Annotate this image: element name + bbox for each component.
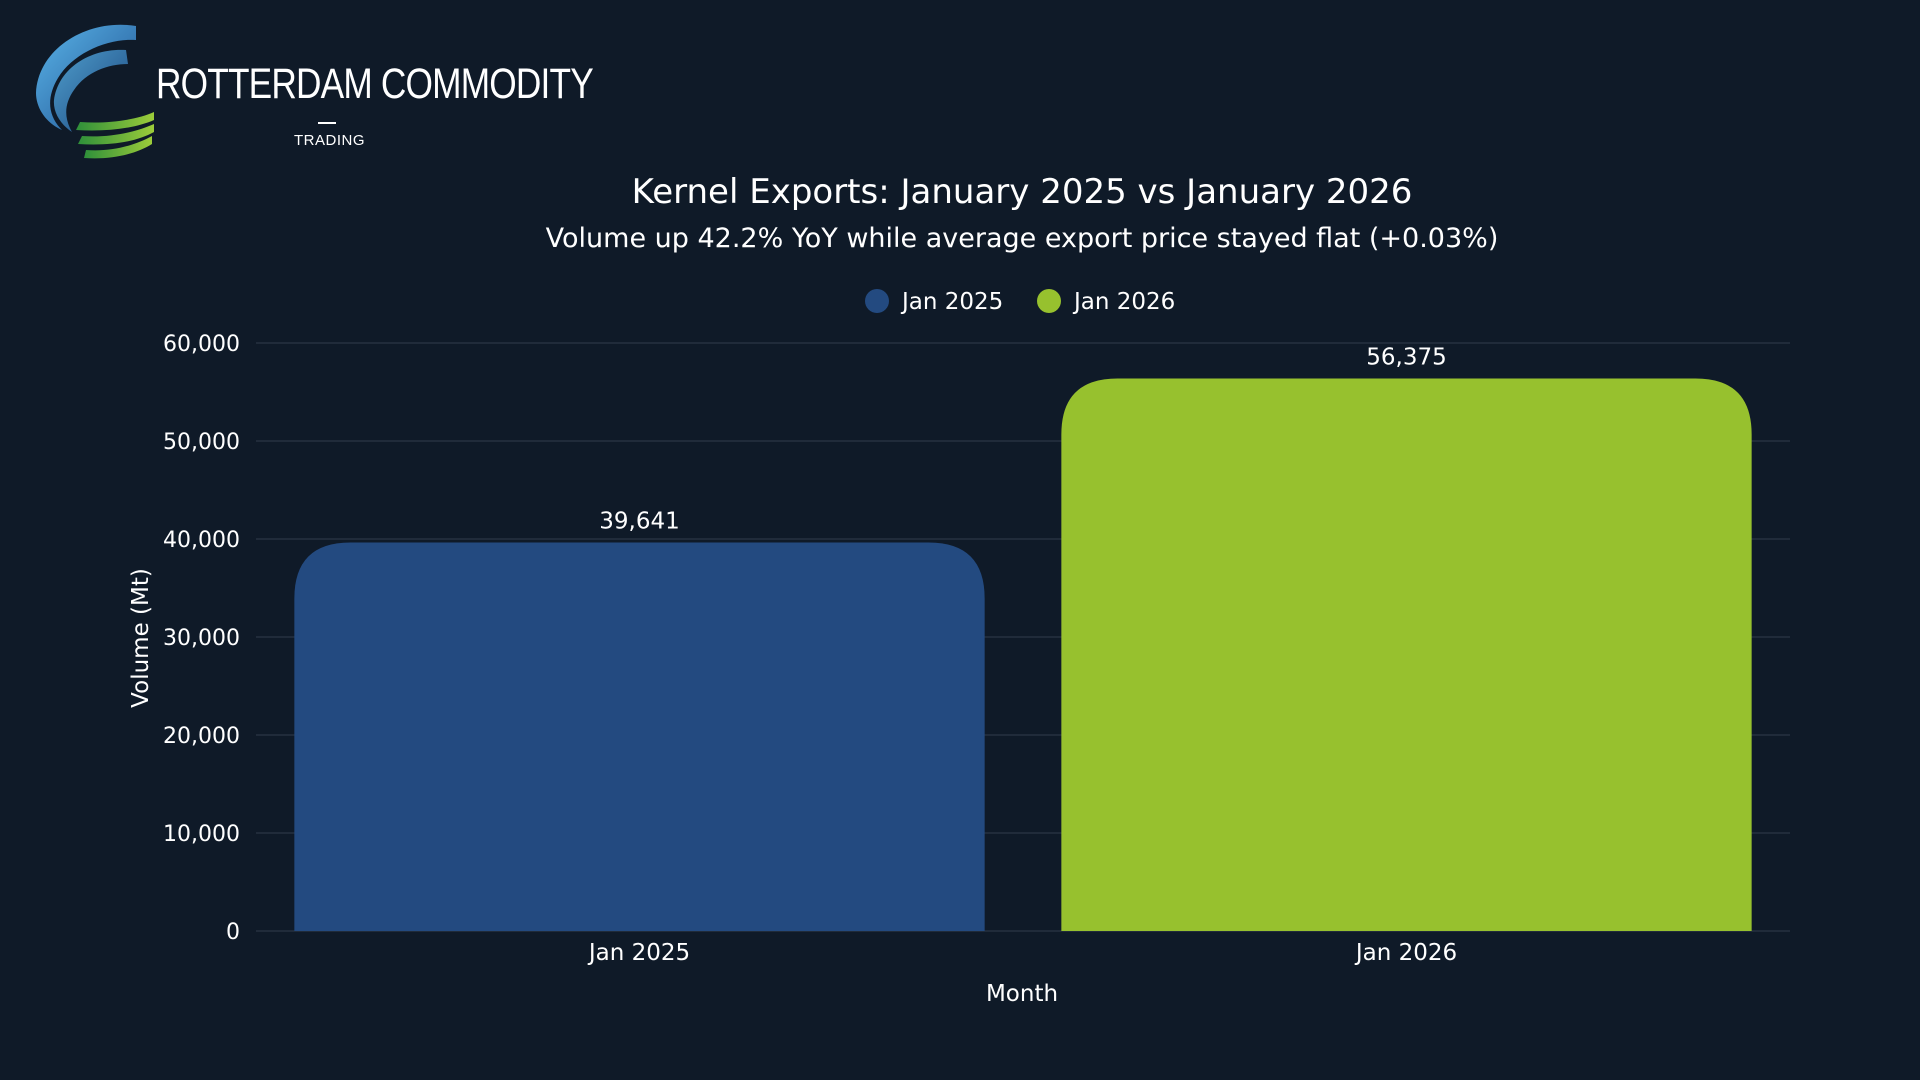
y-tick-label: 20,000: [163, 724, 240, 749]
chart-legend: Jan 2025 Jan 2026: [865, 289, 1175, 315]
chart-subtitle: Volume up 42.2% YoY while average export…: [546, 223, 1499, 254]
brand-name: ROTTERDAM COMMODITY: [156, 60, 594, 108]
legend-label: Jan 2025: [900, 289, 1003, 315]
brand-logo: ROTTERDAM COMMODITY TRADING: [18, 8, 594, 168]
bar-value-label: 39,641: [599, 509, 679, 535]
x-axis-ticks: Jan 2025 Jan 2026: [587, 940, 1457, 966]
bar-jan-2025: [294, 542, 985, 931]
brand-divider: [318, 122, 336, 124]
legend-swatch: [1037, 289, 1061, 313]
x-axis-label: Month: [986, 981, 1058, 1007]
bar-value-label: 56,375: [1366, 345, 1446, 371]
y-axis-ticks: 0 10,000 20,000 30,000 40,000 50,000 60,000: [163, 332, 240, 945]
x-tick-label: Jan 2025: [587, 940, 690, 966]
logo-mark-icon: [36, 24, 154, 159]
brand-tagline: TRADING: [294, 132, 365, 149]
y-tick-label: 50,000: [163, 430, 240, 455]
y-tick-label: 10,000: [163, 822, 240, 847]
y-tick-label: 30,000: [163, 626, 240, 651]
chart-bars: 39,641 56,375: [294, 345, 1752, 931]
y-tick-label: 0: [226, 920, 240, 945]
bar-jan-2026: [1061, 378, 1752, 931]
legend-swatch: [865, 289, 889, 313]
chart-title: Kernel Exports: January 2025 vs January …: [632, 172, 1413, 212]
x-tick-label: Jan 2026: [1354, 940, 1457, 966]
legend-label: Jan 2026: [1072, 289, 1175, 315]
y-tick-label: 40,000: [163, 528, 240, 553]
y-tick-label: 60,000: [163, 332, 240, 357]
y-axis-label: Volume (Mt): [128, 568, 154, 708]
